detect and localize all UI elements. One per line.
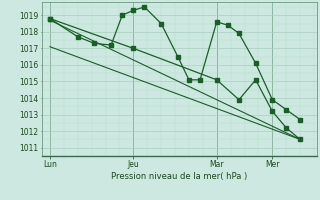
X-axis label: Pression niveau de la mer( hPa ): Pression niveau de la mer( hPa ) [111,172,247,181]
